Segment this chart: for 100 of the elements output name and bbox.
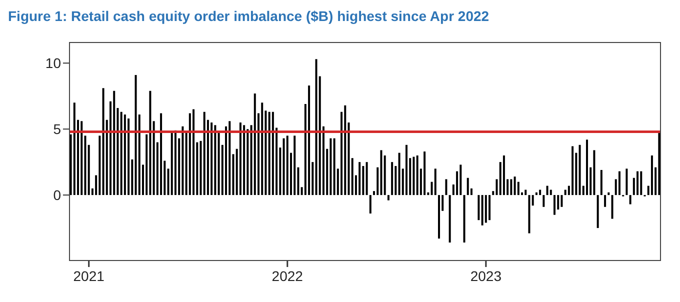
bar — [188, 113, 191, 196]
bar — [174, 130, 176, 196]
bar — [128, 118, 130, 196]
bar — [243, 125, 246, 196]
bar — [560, 195, 563, 207]
bar — [380, 150, 382, 196]
bar — [564, 190, 566, 196]
bar — [210, 122, 213, 196]
bar — [358, 162, 361, 196]
x-tick-label: 2023 — [470, 268, 502, 284]
bar — [484, 195, 487, 223]
bar — [554, 195, 556, 215]
bar — [394, 166, 397, 196]
bar — [434, 168, 436, 196]
bar — [445, 179, 448, 196]
bar — [88, 144, 90, 196]
bar — [600, 170, 602, 196]
bar — [170, 133, 173, 196]
bar — [366, 162, 368, 196]
bar — [203, 112, 206, 196]
bar — [351, 158, 354, 196]
bar — [528, 195, 530, 234]
bar — [286, 136, 288, 196]
bar — [542, 195, 545, 207]
bar — [438, 195, 440, 239]
bar — [254, 93, 256, 196]
bar — [448, 195, 451, 243]
bar — [282, 138, 285, 196]
bar — [532, 195, 534, 206]
bar — [73, 102, 76, 196]
bar — [416, 155, 418, 196]
bar — [149, 90, 152, 196]
bar — [152, 121, 155, 196]
bar — [424, 152, 426, 196]
bar — [134, 74, 137, 196]
bar — [502, 155, 505, 196]
bar — [604, 195, 606, 207]
bar — [578, 144, 581, 196]
bar — [629, 195, 632, 204]
bar — [586, 140, 588, 196]
bar — [626, 168, 628, 196]
bar — [160, 113, 162, 196]
y-tick-label: 10 — [45, 55, 62, 72]
bar — [546, 186, 548, 196]
bar — [466, 178, 469, 196]
bar — [200, 140, 202, 196]
bar — [344, 105, 346, 196]
bar — [463, 195, 466, 243]
bar — [387, 195, 390, 200]
bar — [124, 114, 126, 196]
bar — [214, 125, 216, 196]
bar — [550, 190, 552, 196]
bar — [478, 195, 480, 220]
bar — [80, 121, 83, 196]
bar — [218, 133, 220, 196]
bar — [608, 192, 610, 196]
bar — [535, 192, 538, 196]
bar — [182, 126, 184, 196]
bar — [514, 176, 516, 196]
bar — [246, 129, 249, 196]
bar — [239, 122, 242, 196]
chart-title: Figure 1: Retail cash equity order imbalance ($B) highest since Apr 2022 — [8, 8, 490, 24]
bar — [658, 133, 660, 196]
bar — [611, 195, 614, 219]
bar — [272, 112, 274, 196]
bar — [593, 150, 596, 196]
bar — [524, 190, 527, 196]
bar — [618, 171, 620, 196]
bar — [391, 162, 394, 196]
bar — [308, 86, 310, 196]
bar — [412, 156, 415, 196]
bar — [481, 195, 484, 226]
bar — [261, 102, 264, 196]
bar — [268, 112, 270, 196]
bar — [369, 195, 372, 214]
bar — [640, 171, 642, 196]
bar — [406, 144, 408, 196]
bar — [102, 88, 104, 196]
bar — [572, 146, 574, 196]
bar — [228, 121, 231, 196]
bar — [362, 166, 364, 196]
x-tick-label: 2021 — [73, 268, 105, 284]
x-tick-label: 2022 — [272, 268, 304, 284]
y-tick-label: 5 — [53, 121, 62, 138]
y-tick-label: 0 — [53, 187, 62, 204]
bar — [333, 138, 336, 196]
bar — [539, 190, 542, 196]
bar — [496, 179, 498, 196]
bar — [330, 138, 332, 196]
bar — [460, 164, 462, 196]
bar — [294, 136, 296, 196]
bar — [636, 171, 639, 196]
bar — [113, 90, 116, 196]
bar — [315, 59, 318, 196]
bar — [596, 195, 599, 228]
bar — [120, 112, 122, 196]
bar — [384, 155, 386, 196]
bar — [650, 155, 653, 196]
bar — [98, 136, 101, 196]
bar — [398, 152, 400, 196]
